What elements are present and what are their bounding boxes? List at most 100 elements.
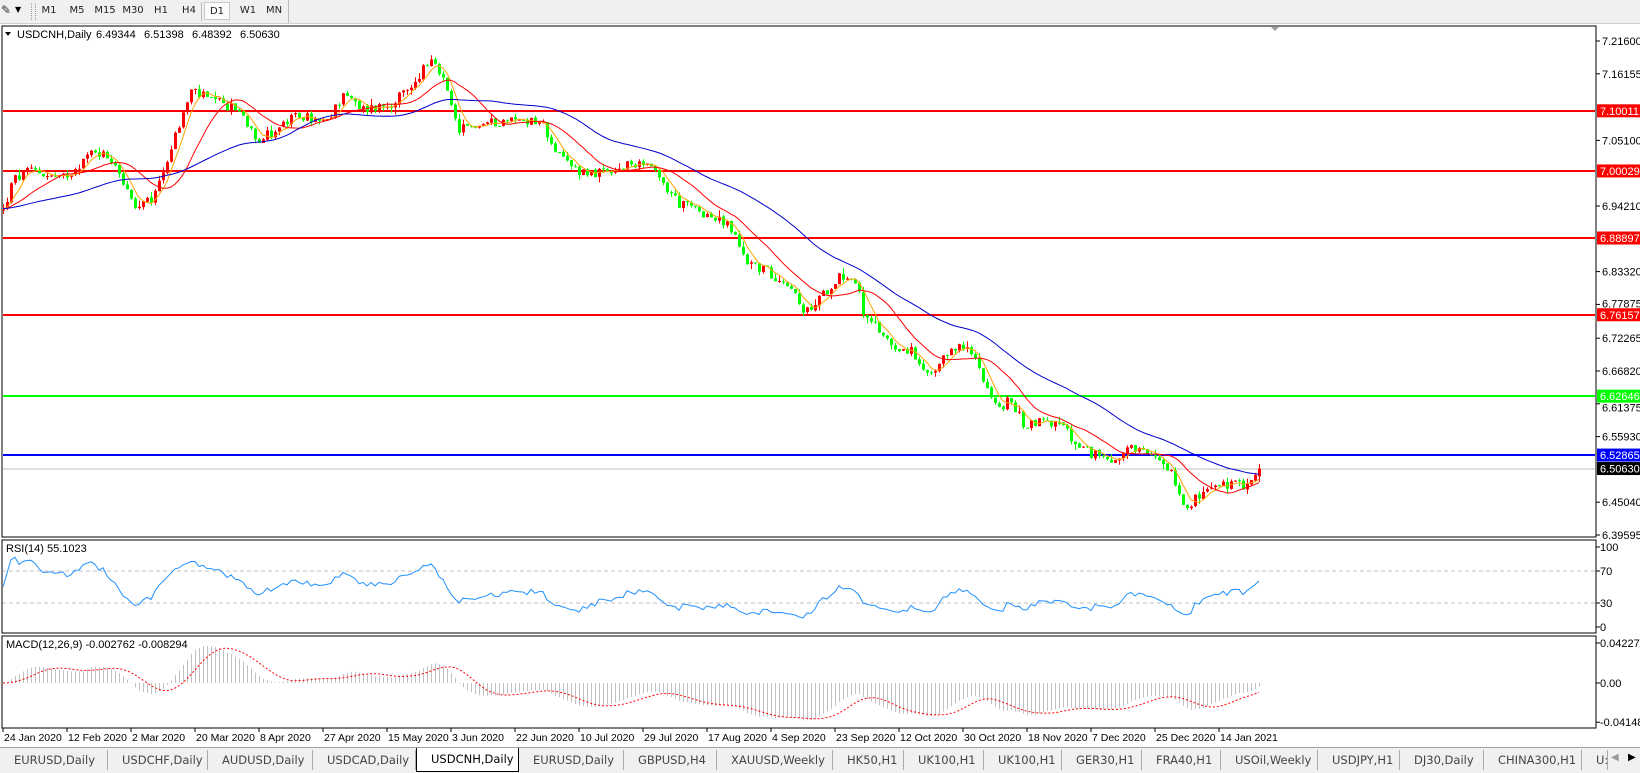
candle-body bbox=[514, 117, 517, 120]
candle bbox=[1202, 486, 1205, 500]
chart-tab[interactable]: EURUSD,Daily bbox=[0, 750, 108, 770]
date-tick-label: 24 Jan 2020 bbox=[4, 732, 62, 744]
timeframe-m30-button[interactable]: M30 bbox=[122, 5, 144, 16]
candle-body bbox=[810, 306, 813, 310]
chart-tab[interactable]: USOil,Weekly bbox=[1221, 750, 1318, 770]
collapse-triangle-icon[interactable] bbox=[5, 32, 11, 36]
candle-body bbox=[874, 321, 877, 323]
candle-body bbox=[606, 169, 609, 172]
rsi-tick-label: 100 bbox=[1600, 542, 1618, 554]
candle bbox=[990, 386, 993, 399]
candle-body bbox=[110, 158, 113, 163]
candle-body bbox=[1046, 419, 1049, 421]
candle bbox=[578, 165, 581, 180]
chart-tab[interactable]: GER30,H1 bbox=[1062, 750, 1142, 770]
candle-body bbox=[1014, 402, 1017, 413]
chart-tab[interactable]: AUDUSD,Daily bbox=[208, 750, 313, 770]
timeframe-m1-button[interactable]: M1 bbox=[41, 5, 57, 16]
toolbar-grip[interactable] bbox=[31, 3, 36, 20]
candle bbox=[1234, 480, 1237, 482]
timeframe-mn-button[interactable]: MN bbox=[265, 5, 283, 16]
candle-body bbox=[1134, 445, 1137, 452]
candle-body bbox=[302, 117, 305, 121]
candle-body bbox=[1122, 453, 1125, 459]
candle-body bbox=[478, 125, 481, 128]
timeframe-h4-button[interactable]: H4 bbox=[182, 5, 196, 16]
chart-tab[interactable]: UK100,H1 bbox=[984, 750, 1062, 770]
candle bbox=[1218, 484, 1221, 487]
candle-body bbox=[134, 198, 137, 208]
chart-tab[interactable]: USDCHF,Daily bbox=[108, 750, 208, 770]
candle bbox=[802, 302, 805, 317]
candle-body bbox=[742, 246, 745, 255]
candle bbox=[950, 348, 953, 356]
candle bbox=[974, 352, 977, 361]
candle bbox=[466, 123, 469, 126]
candle-body bbox=[1026, 427, 1029, 429]
main-price-pane[interactable] bbox=[1, 25, 1597, 538]
candle bbox=[294, 112, 297, 118]
chart-tab[interactable]: USDCAD,Daily bbox=[313, 750, 416, 770]
chart-tab[interactable]: EURUSD,Daily bbox=[519, 750, 624, 770]
chart-tab[interactable]: GBPUSD,H4 bbox=[624, 750, 717, 770]
chart-tab[interactable]: USDCNH,Daily bbox=[416, 748, 519, 772]
level-price-label: 7.00029 bbox=[1600, 166, 1640, 178]
candle bbox=[1206, 487, 1209, 493]
candle-body bbox=[222, 98, 225, 104]
candle-body bbox=[1094, 450, 1097, 459]
fast-moving-average-line bbox=[3, 65, 1260, 504]
candle bbox=[462, 119, 465, 136]
candle bbox=[274, 130, 277, 139]
timeframe-d1-button[interactable]: D1 bbox=[204, 2, 230, 20]
candle-body bbox=[538, 122, 541, 124]
symbol-title: USDCNH,Daily bbox=[17, 29, 92, 41]
candle bbox=[438, 63, 441, 76]
candle bbox=[1186, 504, 1189, 510]
candle-body bbox=[1002, 406, 1005, 410]
candle-body bbox=[6, 201, 9, 209]
candle-body bbox=[978, 357, 981, 368]
candle-body bbox=[198, 89, 201, 98]
candle-body bbox=[918, 359, 921, 365]
candle bbox=[1078, 442, 1081, 448]
candle-body bbox=[698, 206, 701, 212]
chart-tab[interactable]: FRA40,H1 bbox=[1142, 750, 1221, 770]
rsi-pane[interactable] bbox=[1, 539, 1597, 634]
candle bbox=[822, 289, 825, 297]
timeframe-h1-button[interactable]: H1 bbox=[154, 5, 168, 16]
candle-body bbox=[190, 89, 193, 103]
candle-body bbox=[1170, 470, 1173, 472]
candle bbox=[238, 108, 241, 112]
price-tick-label: 6.45040 bbox=[1602, 497, 1640, 509]
candle bbox=[730, 220, 733, 235]
chart-tab[interactable]: CHINA300,H1 bbox=[1484, 750, 1582, 770]
level-price-tag bbox=[1597, 231, 1640, 245]
tab-scroll-left-icon[interactable]: ◀ bbox=[1611, 752, 1619, 763]
candle-body bbox=[418, 78, 421, 82]
candle bbox=[882, 332, 885, 338]
chart-area[interactable]: USDCNH,Daily 6.49344 6.51398 6.48392 6.50630… bbox=[0, 0, 1640, 747]
chart-tab[interactable]: U: bbox=[1582, 750, 1608, 770]
candle bbox=[1082, 446, 1085, 449]
candle bbox=[698, 206, 701, 213]
candle bbox=[570, 160, 573, 170]
timeframe-m15-button[interactable]: M15 bbox=[94, 5, 116, 16]
timeframe-m5-button[interactable]: M5 bbox=[69, 5, 85, 16]
chart-shift-marker-icon[interactable] bbox=[1271, 27, 1279, 31]
candle-body bbox=[694, 205, 697, 208]
timeframe-w1-button[interactable]: W1 bbox=[239, 5, 257, 16]
line-studies-button[interactable]: ✎ ▼ bbox=[0, 1, 26, 22]
candle bbox=[574, 164, 577, 168]
chart-tab[interactable]: DJ30,Daily bbox=[1400, 750, 1484, 770]
candle-body bbox=[182, 112, 185, 128]
date-tick-label: 15 May 2020 bbox=[388, 732, 449, 744]
chart-tab[interactable]: XAUUSD,Weekly bbox=[717, 750, 833, 770]
chart-tab[interactable]: HK50,H1 bbox=[833, 750, 904, 770]
chart-tab[interactable]: USDJPY,H1 bbox=[1318, 750, 1400, 770]
level-price-label: 6.88897 bbox=[1600, 233, 1640, 245]
chart-tab[interactable]: UK100,H1 bbox=[904, 750, 984, 770]
candle-body bbox=[194, 88, 197, 90]
level-price-tag bbox=[1597, 308, 1640, 322]
tab-scroll-right-icon[interactable]: ▶ bbox=[1628, 752, 1636, 763]
candle-body bbox=[870, 318, 873, 322]
